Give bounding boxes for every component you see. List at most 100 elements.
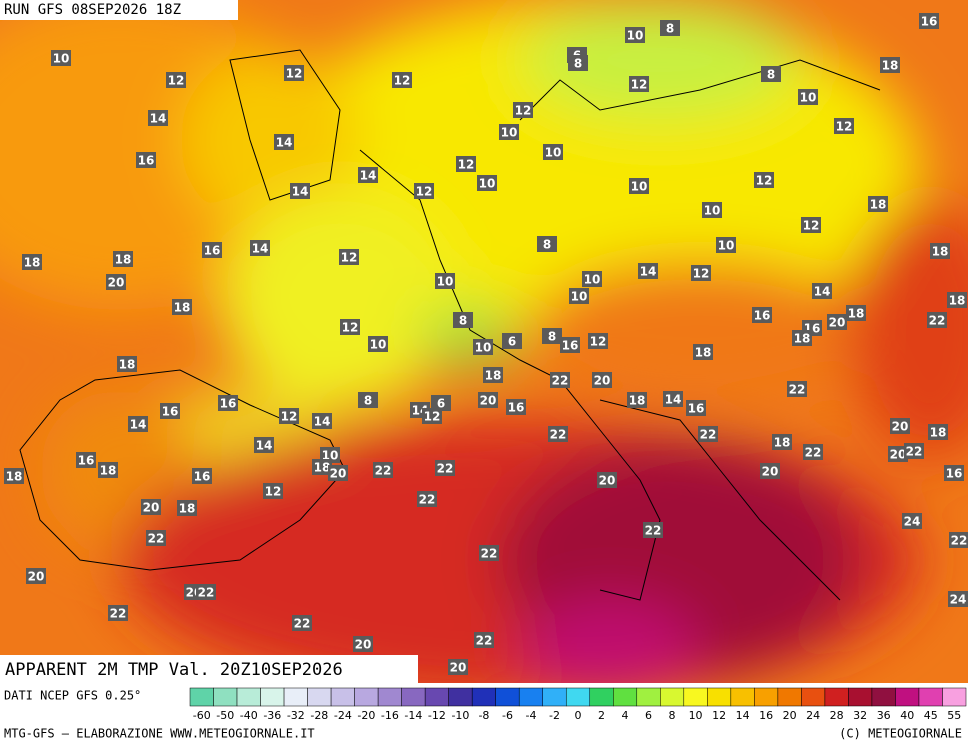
colorbar-label: -4 (525, 709, 536, 722)
label-value: 20 (143, 501, 160, 515)
label-value: 22 (906, 445, 923, 459)
temperature-label: 12 (166, 72, 186, 88)
colorbar-swatch (307, 687, 332, 707)
header-box (0, 0, 238, 20)
temperature-label: 18 (22, 254, 42, 270)
label-value: 18 (174, 301, 191, 315)
temperature-label: 14 (663, 391, 683, 407)
label-value: 18 (882, 59, 899, 73)
temperature-label: 10 (569, 288, 589, 304)
label-box (172, 299, 192, 315)
temperature-label: 18 (868, 196, 888, 212)
label-value: 18 (179, 502, 196, 516)
label-value: 16 (562, 339, 579, 353)
label-value: 12 (590, 335, 607, 349)
label-value: 22 (419, 493, 436, 507)
label-value: 10 (704, 204, 721, 218)
label-box (108, 605, 128, 621)
colorbar-swatch (754, 687, 779, 707)
temperature-label: 18 (4, 468, 24, 484)
temperature-label: 8 (453, 312, 473, 328)
label-value: 16 (194, 470, 211, 484)
label-value: 22 (552, 374, 569, 388)
label-value: 12 (281, 410, 298, 424)
temperature-label: 22 (927, 312, 947, 328)
temperature-label: 18 (772, 434, 792, 450)
colorbar-label: 28 (830, 709, 844, 722)
label-value: 24 (904, 515, 921, 529)
label-box (474, 632, 494, 648)
temperature-label: 20 (328, 465, 348, 481)
label-value: 16 (204, 244, 221, 258)
label-value: 22 (789, 383, 806, 397)
label-value: 12 (424, 410, 441, 424)
temperature-label: 24 (948, 591, 968, 607)
colorbar-label: -6 (502, 709, 513, 722)
colorbar-label: -40 (240, 709, 258, 722)
label-value: 10 (475, 341, 492, 355)
label-box (478, 392, 498, 408)
label-value: 14 (252, 242, 269, 256)
temperature-label: 14 (290, 183, 310, 199)
label-box (448, 659, 468, 675)
label-box (928, 424, 948, 440)
label-box (812, 283, 832, 299)
label-value: 14 (292, 185, 309, 199)
colorbar-label: -12 (428, 709, 446, 722)
temperature-label: 12 (392, 72, 412, 88)
label-box (76, 452, 96, 468)
temperature-label: 10 (543, 144, 563, 160)
label-box (927, 312, 947, 328)
temperature-label: 16 (136, 152, 156, 168)
temperature-label: 12 (754, 172, 774, 188)
label-value: 10 (501, 126, 518, 140)
colorbar-swatch (660, 687, 685, 707)
label-box (98, 462, 118, 478)
label-box (136, 152, 156, 168)
colorbar-label: -28 (310, 709, 328, 722)
label-value: 12 (458, 158, 475, 172)
label-value: 22 (481, 547, 498, 561)
temperature-label: 12 (279, 408, 299, 424)
label-value: 20 (890, 448, 907, 462)
label-value: 12 (803, 219, 820, 233)
label-value: 14 (640, 265, 657, 279)
colorbar-label: -50 (216, 709, 234, 722)
label-value: 22 (294, 617, 311, 631)
label-value: 16 (688, 402, 705, 416)
label-value: 12 (265, 485, 282, 499)
label-box (919, 13, 939, 29)
label-value: 12 (631, 78, 648, 92)
colorbar-label: -24 (334, 709, 352, 722)
temperature-label: 22 (474, 632, 494, 648)
temperature-label: 22 (146, 530, 166, 546)
label-box (787, 381, 807, 397)
label-box (582, 271, 602, 287)
label-value: 18 (485, 369, 502, 383)
label-box (949, 532, 968, 548)
label-box (506, 399, 526, 415)
label-value: 12 (168, 74, 185, 88)
map-title: APPARENT 2M TMP Val. 20Z10SEP2026 (5, 660, 343, 680)
label-value: 16 (220, 397, 237, 411)
label-box (196, 584, 216, 600)
label-value: 18 (794, 332, 811, 346)
label-box (22, 254, 42, 270)
temperature-label: 22 (108, 605, 128, 621)
label-box (827, 314, 847, 330)
label-value: 20 (355, 638, 372, 652)
label-box (141, 499, 161, 515)
colorbar-swatch (471, 687, 496, 707)
label-box (435, 460, 455, 476)
colorbar-label: -10 (451, 709, 469, 722)
label-box (904, 443, 924, 459)
colorbar-swatch (518, 687, 543, 707)
temperature-label: 16 (944, 465, 964, 481)
temperature-label: 10 (499, 124, 519, 140)
temperature-label: 8 (537, 236, 557, 252)
colorbar-label: -2 (549, 709, 560, 722)
temperature-label: 22 (550, 372, 570, 388)
label-box (328, 465, 348, 481)
label-value: 18 (24, 256, 41, 270)
temperature-label: 20 (106, 274, 126, 290)
